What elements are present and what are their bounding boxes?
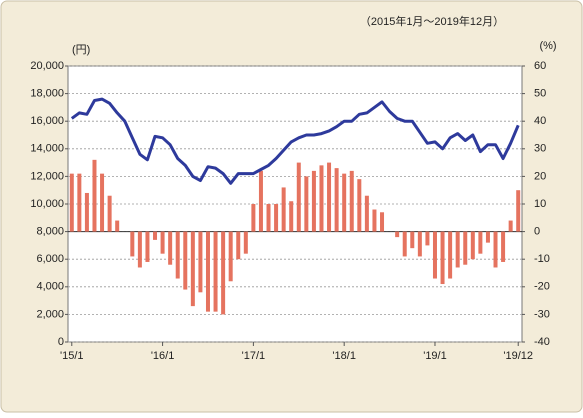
bar — [205, 231, 210, 312]
bar — [478, 231, 483, 254]
bar — [289, 201, 294, 232]
bar — [402, 231, 407, 257]
plot-area — [67, 65, 523, 343]
x-tick-label: '19/1 — [423, 350, 447, 362]
bar — [153, 231, 158, 240]
y-axis-label: (円) — [72, 44, 90, 56]
bar — [440, 231, 445, 285]
bar — [425, 231, 430, 246]
bar — [251, 204, 256, 232]
bar — [417, 231, 422, 257]
bar — [190, 231, 195, 307]
bar — [501, 231, 506, 262]
y2-tick-label: 20 — [534, 170, 546, 182]
bar — [69, 173, 74, 232]
bar — [258, 170, 263, 232]
bar — [198, 231, 203, 293]
y2-tick-label: 40 — [534, 115, 546, 127]
bar — [100, 173, 105, 232]
bar — [77, 173, 82, 232]
y2-tick-label: -40 — [534, 336, 550, 348]
bar — [175, 231, 180, 279]
bar — [84, 192, 89, 232]
bar — [115, 220, 120, 232]
bar — [296, 162, 301, 232]
bar — [145, 231, 150, 262]
bar — [281, 187, 286, 232]
y-tick-label: 4,000 — [36, 281, 64, 293]
y2-tick-label: -10 — [534, 253, 550, 265]
bar — [463, 231, 468, 265]
bar — [448, 231, 453, 279]
bar — [485, 231, 490, 243]
bar — [349, 170, 354, 232]
bar — [410, 231, 415, 249]
y-tick-label: 14,000 — [30, 143, 64, 155]
y2-tick-label: 50 — [534, 88, 546, 100]
bar — [455, 231, 460, 268]
bar — [508, 220, 513, 232]
bar — [236, 231, 241, 260]
bar — [470, 231, 475, 260]
y2-tick-label: -20 — [534, 281, 550, 293]
bar — [243, 231, 248, 254]
bar — [137, 231, 142, 268]
x-tick-label: '15/1 — [60, 350, 84, 362]
bar — [160, 231, 165, 254]
y2-tick-label: -30 — [534, 308, 550, 320]
y2-tick-label: 10 — [534, 198, 546, 210]
bar — [319, 165, 324, 232]
bar — [311, 170, 316, 232]
bar — [395, 231, 400, 238]
bar — [327, 162, 332, 232]
bar — [372, 209, 377, 232]
y-tick-label: 20,000 — [30, 60, 64, 72]
x-tick-label: '19/12 — [503, 350, 533, 362]
bar — [266, 204, 271, 232]
bar — [364, 195, 369, 232]
y2-tick-label: 30 — [534, 143, 546, 155]
bar — [304, 176, 309, 232]
y-tick-label: 10,000 — [30, 198, 64, 210]
bar — [183, 231, 188, 290]
x-tick-label: '16/1 — [151, 350, 175, 362]
y-tick-label: 0 — [58, 336, 64, 348]
bar — [334, 168, 339, 232]
y-tick-label: 8,000 — [36, 226, 64, 238]
y-tick-label: 6,000 — [36, 253, 64, 265]
bar — [92, 159, 97, 232]
y2-tick-label: 60 — [534, 60, 546, 72]
y-tick-label: 12,000 — [30, 170, 64, 182]
y-tick-label: 16,000 — [30, 115, 64, 127]
x-tick-label: '18/1 — [332, 350, 356, 362]
y-tick-label: 18,000 — [30, 88, 64, 100]
bar — [213, 231, 218, 312]
bar — [342, 173, 347, 232]
bar — [380, 212, 385, 232]
x-tick-label: '17/1 — [242, 350, 266, 362]
bar — [516, 190, 521, 232]
bar — [130, 231, 135, 257]
y2-tick-label: 0 — [534, 226, 540, 238]
bar — [228, 231, 233, 282]
bar — [168, 231, 173, 265]
y2-axis-label: (%) — [539, 40, 556, 52]
bar — [274, 204, 279, 232]
subtitle: （2015年1月～2019年12月） — [360, 14, 504, 28]
bar — [357, 179, 362, 232]
bar — [493, 231, 498, 268]
line — [70, 97, 520, 185]
y-tick-label: 2,000 — [36, 308, 64, 320]
bar — [432, 231, 437, 279]
bar — [107, 195, 112, 232]
bar — [221, 231, 226, 315]
